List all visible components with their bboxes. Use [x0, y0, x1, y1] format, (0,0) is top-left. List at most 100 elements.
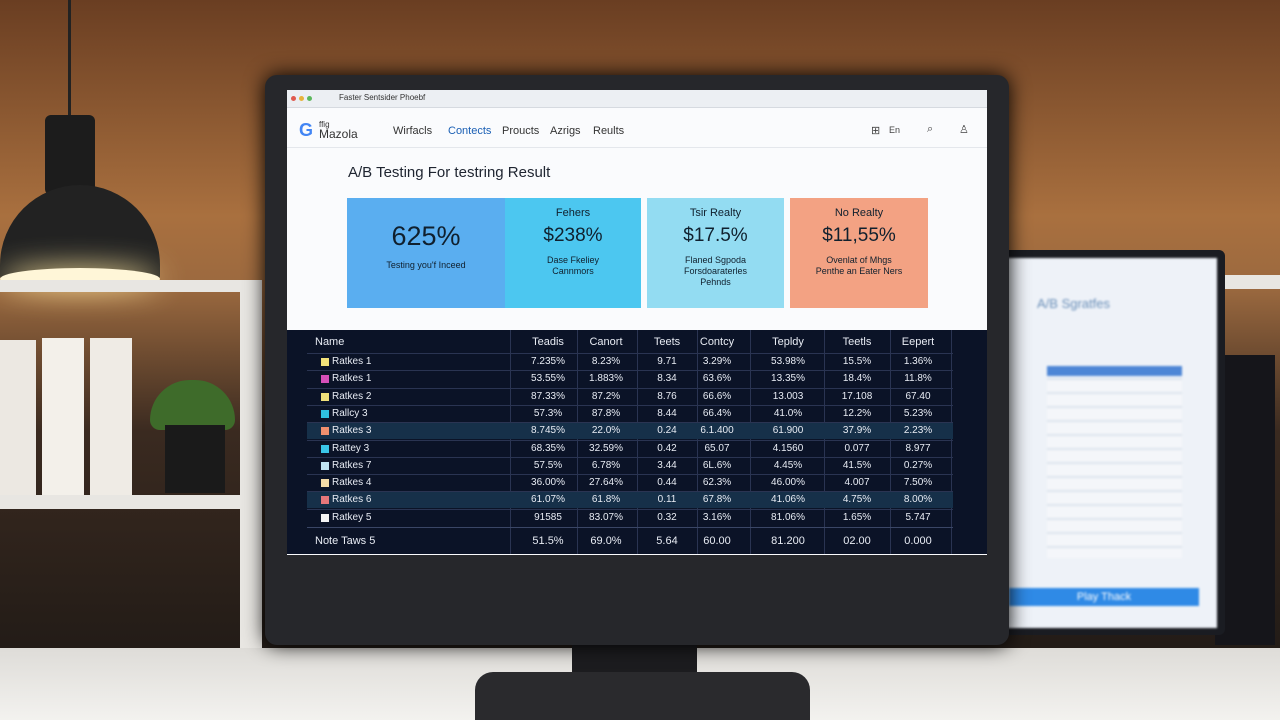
column-header: Tepldy	[772, 336, 804, 348]
shelf-side	[240, 280, 262, 660]
row-highlight	[307, 492, 953, 509]
table-cell: 4.1560	[772, 442, 804, 454]
card-heading: Fehers	[555, 207, 591, 219]
table-cell: 67.40	[905, 390, 931, 402]
table-cell: 63.6%	[702, 373, 732, 385]
table-cell: 3.16%	[702, 511, 732, 523]
background-button: Play Thack	[1009, 588, 1199, 606]
table-cell: 27.64%	[589, 477, 623, 489]
footer-cell: 60.00	[703, 535, 731, 547]
table-cell: 53.55%	[531, 373, 565, 385]
table-cell: 1.65%	[842, 511, 872, 523]
column-header: Canort	[589, 336, 623, 348]
card-heading	[347, 207, 505, 221]
table-cell: 0.11	[657, 494, 677, 506]
table-cell: 8.745%	[531, 425, 565, 437]
table-cell: 87.8%	[591, 407, 621, 419]
footer-cell: 0.000	[904, 535, 932, 547]
brand[interactable]: Mazola	[319, 127, 358, 141]
summary-card: Fehers $238% Dase Fkeliey Cannmors	[505, 198, 641, 308]
row-name: Ratkes 6	[332, 494, 372, 506]
column-divider	[510, 330, 511, 554]
table-cell: 15.5%	[842, 356, 872, 367]
table-cell: 8.34	[657, 373, 677, 385]
card-heading: Tsir Realty	[689, 207, 742, 219]
row-divider	[307, 456, 953, 458]
plant	[150, 380, 235, 430]
table-cell: 5.23%	[903, 407, 933, 419]
table-cell: 17.108	[841, 390, 873, 402]
shelf	[0, 280, 260, 292]
row-divider	[307, 439, 953, 441]
table-cell: 57.3%	[533, 407, 563, 419]
binders-right	[1215, 355, 1275, 645]
row-swatch	[321, 496, 329, 505]
nav-link[interactable]: Proucts	[502, 125, 540, 137]
table-cell: 6.1.400	[700, 425, 734, 437]
table-cell: 3.29%	[702, 356, 732, 367]
table-cell: 0.24	[657, 425, 677, 437]
tab-title[interactable]: Faster Sentsider Phoebf	[339, 93, 426, 102]
language[interactable]: En	[889, 125, 901, 135]
column-divider	[697, 330, 698, 554]
column-header: Teetls	[842, 336, 872, 348]
table-cell: 32.59%	[589, 442, 623, 454]
row-divider	[307, 387, 953, 389]
window-dot	[299, 96, 304, 101]
footer-cell: 69.0%	[590, 535, 622, 547]
column-divider	[890, 330, 891, 554]
icon[interactable]: ⊞	[871, 125, 881, 137]
table-cell: 3.44	[657, 459, 677, 471]
table-cell: 41.06%	[771, 494, 805, 506]
nav-link[interactable]: Reults	[593, 125, 625, 137]
binder	[42, 338, 84, 495]
row-name: Ratkes 4	[332, 477, 372, 489]
row-swatch	[321, 409, 329, 418]
table-cell: 5.747	[905, 511, 931, 523]
logo[interactable]: G	[299, 120, 314, 140]
row-divider	[307, 370, 953, 372]
user-icon[interactable]: ♙	[959, 124, 969, 136]
background-table	[1047, 378, 1182, 558]
table-cell: 87.2%	[591, 390, 621, 402]
row-name: Ratkes 2	[332, 390, 372, 402]
summary-card: 625% Testing you'f Inceed	[347, 198, 505, 308]
card-label: Flaned Sgpoda Forsdoaraterles Pehnds	[683, 255, 748, 287]
table-cell: 2.23%	[903, 425, 933, 437]
nav-link[interactable]: Wirfacls	[393, 125, 433, 137]
lamp-neck	[45, 115, 95, 195]
row-highlight	[307, 423, 953, 440]
column-divider	[951, 330, 952, 554]
nav-link[interactable]: Azrigs	[550, 125, 581, 137]
search-icon[interactable]: ⌕	[927, 123, 934, 135]
table-cell: 41.5%	[842, 459, 872, 471]
row-divider	[307, 404, 953, 406]
binder	[0, 340, 36, 495]
page-title: A/B Testing For testring Result	[348, 164, 551, 181]
card-value: 625%	[391, 221, 461, 251]
table-cell: 53.98%	[771, 356, 805, 367]
table-cell: 6.78%	[591, 459, 621, 471]
column-divider	[824, 330, 825, 554]
table-cell: 8.44	[657, 407, 677, 419]
background-table-header	[1047, 366, 1182, 376]
row-name: Ratkey 5	[332, 511, 372, 523]
nav-link[interactable]: Contects	[448, 125, 492, 137]
row-name: Ratkes 7	[332, 459, 372, 471]
table-cell: 61.900	[772, 425, 804, 437]
table-cell: 62.3%	[702, 477, 732, 489]
table-cell: 0.44	[657, 477, 677, 489]
table-cell: 7.50%	[903, 477, 933, 489]
table-cell: 41.0%	[773, 407, 803, 419]
row-swatch	[321, 461, 329, 470]
table-cell: 0.077	[844, 442, 870, 454]
browser-bar: Faster Sentsider Phoebf	[287, 90, 987, 108]
column-header: Contcy	[699, 336, 735, 348]
table-cell: 66.4%	[702, 407, 732, 419]
table-cell: 11.8%	[904, 373, 932, 385]
card-heading: No Realty	[834, 207, 884, 219]
column-header: Eepert	[901, 336, 935, 348]
row-swatch	[321, 427, 329, 436]
row-name: Ratkes 1	[332, 373, 372, 385]
